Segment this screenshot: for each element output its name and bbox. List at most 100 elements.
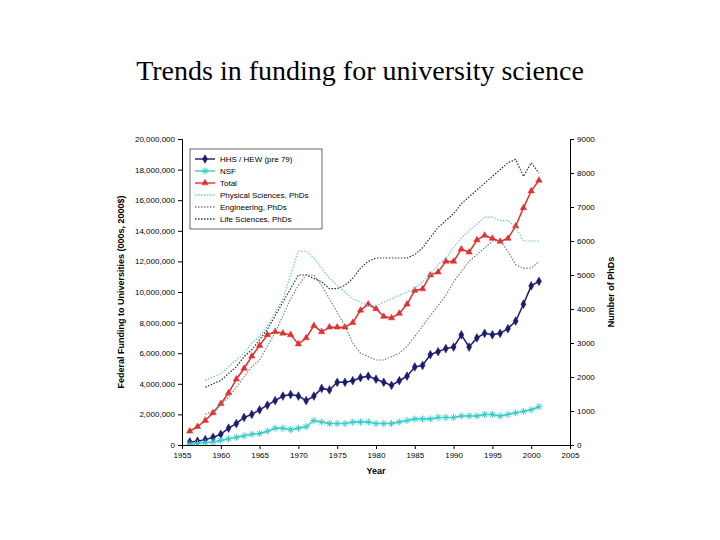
marker xyxy=(310,417,317,424)
marker xyxy=(350,376,355,385)
tick: 1960 xyxy=(212,445,230,460)
marker xyxy=(334,323,340,329)
marker xyxy=(249,353,255,359)
tick-mark xyxy=(570,309,574,310)
tick: 12,000,000 xyxy=(135,257,182,266)
tick-mark xyxy=(454,445,455,449)
tick-mark xyxy=(178,353,182,354)
marker xyxy=(357,307,363,313)
marker xyxy=(225,435,232,442)
tick-label: 1000 xyxy=(577,407,595,416)
tick-mark xyxy=(178,231,182,232)
tick-label: 0 xyxy=(577,441,582,450)
marker xyxy=(412,363,417,372)
marker xyxy=(404,417,411,424)
legend-marker xyxy=(202,179,208,185)
tick-mark xyxy=(570,445,574,446)
tick: 0 xyxy=(171,441,182,450)
marker xyxy=(498,329,503,338)
marker xyxy=(443,258,449,264)
tick: 14,000,000 xyxy=(135,227,182,236)
tick: 1995 xyxy=(484,445,502,460)
tick-label: 8,000,000 xyxy=(139,319,175,328)
marker xyxy=(411,415,418,422)
marker xyxy=(202,439,209,445)
marker xyxy=(474,334,479,343)
tick: 3000 xyxy=(570,339,595,348)
marker xyxy=(319,384,324,393)
marker xyxy=(442,414,449,421)
marker xyxy=(373,420,380,427)
marker xyxy=(497,412,504,419)
tick: 5000 xyxy=(570,271,595,280)
marker xyxy=(381,313,387,319)
tick: 1985 xyxy=(406,445,424,460)
tick: 20,000,000 xyxy=(135,135,182,144)
marker xyxy=(420,361,425,370)
marker xyxy=(311,322,317,328)
legend-item: Engineering, PhDs xyxy=(195,203,287,212)
marker xyxy=(288,390,293,399)
marker xyxy=(380,420,387,427)
tick: 6000 xyxy=(570,237,595,246)
tick-mark xyxy=(337,445,338,449)
marker xyxy=(248,431,255,438)
marker xyxy=(419,415,426,422)
marker xyxy=(490,330,495,339)
marker xyxy=(279,425,286,432)
tick: 1990 xyxy=(445,445,463,460)
marker xyxy=(265,401,270,410)
tick: 4,000,000 xyxy=(139,380,182,389)
tick-label: 6000 xyxy=(577,237,595,246)
tick: 1970 xyxy=(290,445,308,460)
marker xyxy=(287,331,293,337)
tick-label: 9000 xyxy=(577,135,595,144)
legend-item: NSF xyxy=(195,167,236,176)
marker xyxy=(249,410,254,419)
marker xyxy=(226,424,231,433)
tick: 1980 xyxy=(368,445,386,460)
marker xyxy=(210,438,217,445)
tick-mark xyxy=(260,445,261,449)
tick-label: 2005 xyxy=(562,451,580,460)
tick-label: 3000 xyxy=(577,339,595,348)
marker xyxy=(256,430,263,437)
marker xyxy=(373,375,378,384)
marker xyxy=(427,415,434,422)
marker xyxy=(435,414,442,421)
tick-mark xyxy=(178,139,182,140)
tick-mark xyxy=(415,445,416,449)
marker xyxy=(264,428,271,435)
marker xyxy=(194,440,201,445)
tick-mark xyxy=(570,275,574,276)
marker xyxy=(428,350,433,359)
tick-label: 1980 xyxy=(368,451,386,460)
tick-label: 20,000,000 xyxy=(135,135,176,144)
tick-label: 5000 xyxy=(577,271,595,280)
tick-label: 10,000,000 xyxy=(135,288,176,297)
marker xyxy=(505,235,511,241)
marker xyxy=(436,347,441,356)
marker xyxy=(295,425,302,432)
tick-label: 7000 xyxy=(577,203,595,212)
tick-mark xyxy=(178,323,182,324)
tick-label: 1960 xyxy=(212,451,230,460)
marker xyxy=(451,343,456,352)
tick-label: 16,000,000 xyxy=(135,196,176,205)
marker xyxy=(366,372,371,381)
tick-label: 1965 xyxy=(251,451,269,460)
marker xyxy=(459,330,464,339)
marker xyxy=(264,331,270,337)
axis-line xyxy=(571,140,575,446)
marker xyxy=(482,329,487,338)
tick: 8,000,000 xyxy=(139,319,182,328)
marker xyxy=(535,403,542,410)
legend-box xyxy=(190,149,322,229)
tick-mark xyxy=(376,445,377,449)
legend: HHS / HEW (pre 79)NSFTotalPhysical Scien… xyxy=(190,149,322,229)
tick-mark xyxy=(178,261,182,262)
tick: 2,000,000 xyxy=(139,410,182,419)
marker xyxy=(512,409,519,416)
marker xyxy=(489,411,496,418)
marker xyxy=(342,323,348,329)
